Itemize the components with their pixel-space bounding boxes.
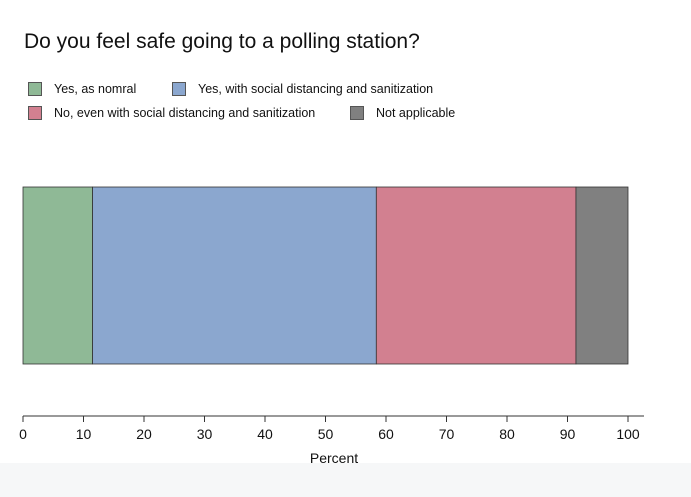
legend-label: Not applicable (376, 106, 456, 120)
legend-item-no: No, even with social distancing and sani… (28, 106, 315, 120)
x-axis: 0 10 20 30 40 50 60 70 80 90 100 (19, 415, 644, 442)
x-tick-label: 100 (616, 426, 640, 442)
bottom-band (0, 463, 691, 497)
x-tick-label: 20 (136, 426, 152, 442)
bar-segments (22, 186, 629, 365)
legend-label: Yes, as nomral (54, 82, 137, 96)
x-tick-label: 30 (197, 426, 213, 442)
x-tick-label: 40 (257, 426, 273, 442)
bar-segment-3 (375, 186, 577, 365)
x-tick-label: 60 (378, 426, 394, 442)
legend-swatch (28, 106, 42, 120)
bar-segment-2 (92, 186, 377, 365)
x-tick-label: 0 (19, 426, 27, 442)
x-axis-label: Percent (310, 450, 358, 466)
x-tick-label: 70 (439, 426, 455, 442)
legend-item-not-applicable: Not applicable (350, 106, 455, 120)
legend-item-yes-distancing: Yes, with social distancing and sanitiza… (172, 82, 433, 96)
legend-item-yes-normal: Yes, as nomral (28, 82, 136, 96)
x-tick-label: 80 (499, 426, 515, 442)
legend-swatch (28, 82, 42, 96)
legend-swatch (350, 106, 364, 120)
legend: Yes, as nomral Yes, with social distanci… (28, 82, 668, 126)
x-tick-label: 10 (76, 426, 92, 442)
bar-segment-1 (22, 186, 93, 365)
legend-label: Yes, with social distancing and sanitiza… (198, 82, 434, 96)
bar-segment-4 (575, 186, 629, 365)
x-tick-label: 90 (560, 426, 576, 442)
chart-title: Do you feel safe going to a polling stat… (24, 30, 420, 53)
legend-label: No, even with social distancing and sani… (54, 106, 316, 120)
x-tick-label: 50 (318, 426, 334, 442)
legend-swatch (172, 82, 186, 96)
